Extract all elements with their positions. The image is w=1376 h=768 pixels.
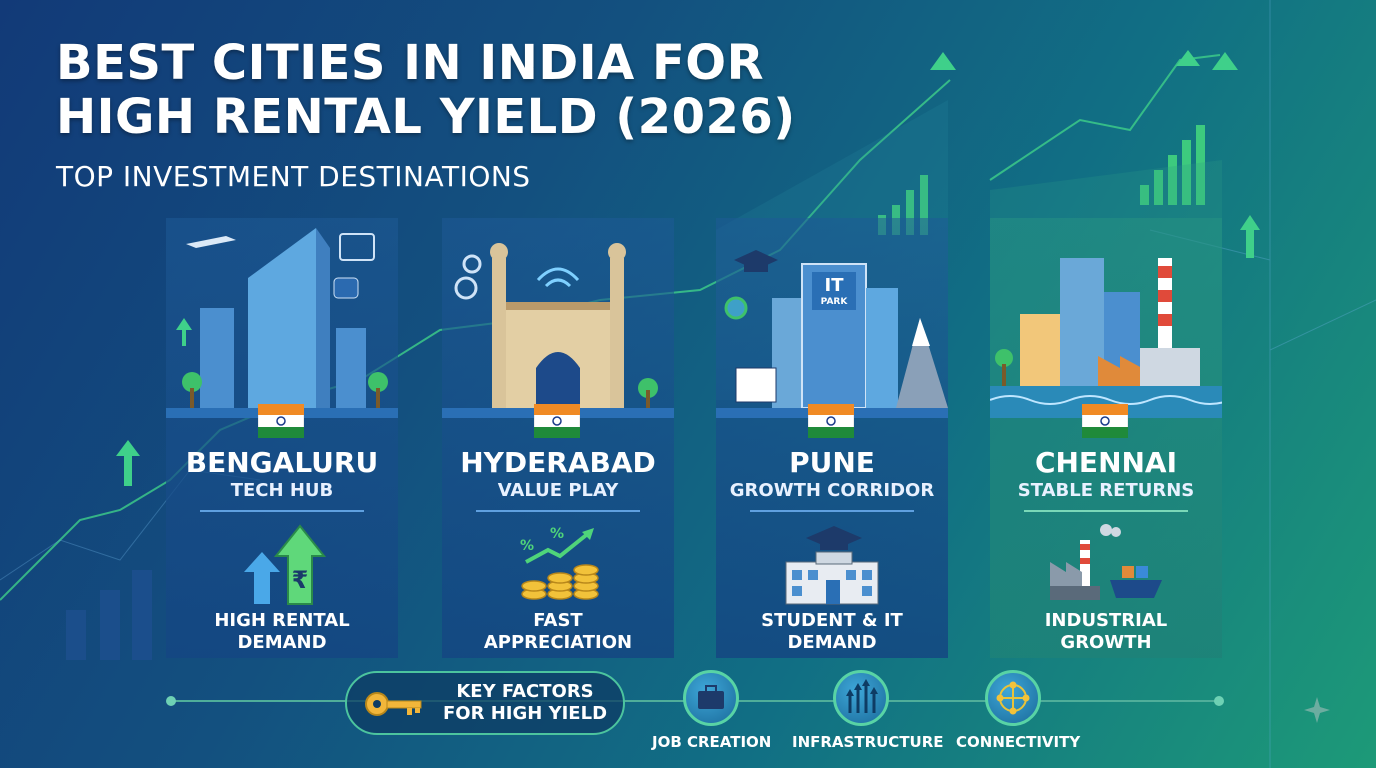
charminar-icon bbox=[442, 243, 674, 418]
feature-line-1: STUDENT & IT bbox=[761, 610, 903, 631]
city-name: BENGALURU bbox=[185, 446, 379, 479]
city-card-bengaluru: BENGALURU TECH HUB ₹ HIGH RENTAL DEMAND bbox=[166, 218, 398, 658]
feature-line-1: FAST bbox=[533, 610, 583, 631]
city-name: CHENNAI bbox=[1034, 446, 1178, 479]
divider bbox=[750, 510, 914, 512]
chennai-skyline-icon bbox=[990, 258, 1222, 418]
growth-arrows-icon bbox=[846, 679, 878, 713]
title-line-2: HIGH RENTAL YIELD (2026) bbox=[56, 89, 796, 145]
india-flag-icon bbox=[534, 404, 580, 438]
city-name: PUNE bbox=[789, 446, 875, 479]
feature-line-2: APPRECIATION bbox=[483, 632, 633, 653]
india-flag-icon bbox=[808, 404, 854, 438]
sparkle-icon bbox=[1304, 697, 1330, 723]
city-feature: INDUSTRIAL GROWTH bbox=[990, 610, 1222, 654]
key-factors-line-2: FOR HIGH YIELD bbox=[442, 703, 608, 724]
svg-text:₹: ₹ bbox=[292, 566, 309, 594]
divider bbox=[200, 510, 364, 512]
city-tagline: STABLE RETURNS bbox=[1017, 480, 1195, 501]
feature-line-1: HIGH RENTAL bbox=[214, 610, 350, 631]
feature-line-2: DEMAND bbox=[787, 632, 877, 653]
page-title: BEST CITIES IN INDIA FOR HIGH RENTAL YIE… bbox=[56, 36, 796, 144]
svg-text:%: % bbox=[520, 538, 534, 554]
feature-line-2: GROWTH bbox=[1060, 632, 1152, 653]
india-flag-icon bbox=[1082, 404, 1128, 438]
city-feature: FAST APPRECIATION bbox=[442, 610, 674, 654]
key-factors-badge: KEY FACTORS FOR HIGH YIELD bbox=[345, 671, 625, 735]
campus-icon bbox=[785, 526, 879, 605]
factor-label-connectivity: CONNECTIVITY bbox=[956, 733, 1081, 751]
city-feature: HIGH RENTAL DEMAND bbox=[166, 610, 398, 654]
city-tagline: VALUE PLAY bbox=[497, 480, 619, 501]
rupee-arrows-icon: ₹ bbox=[244, 524, 327, 605]
timeline-dot bbox=[166, 696, 176, 706]
divider bbox=[476, 510, 640, 512]
city-card-pune: IT PARK PUNE GROWTH CORRIDOR STUDENT & I… bbox=[716, 218, 948, 658]
bengaluru-skyline-icon bbox=[166, 228, 398, 418]
factor-infrastructure bbox=[833, 670, 889, 726]
city-card-hyderabad: HYDERABAD VALUE PLAY % % FAST APPRECIATI… bbox=[442, 218, 674, 658]
feature-line-1: INDUSTRIAL bbox=[1044, 610, 1168, 631]
key-factors-line-1: KEY FACTORS bbox=[456, 681, 594, 702]
key-icon bbox=[365, 692, 422, 716]
title-line-1: BEST CITIES IN INDIA FOR bbox=[56, 35, 765, 91]
city-card-chennai: CHENNAI STABLE RETURNS INDUSTRIAL GROWTH bbox=[990, 218, 1222, 658]
city-tagline: GROWTH CORRIDOR bbox=[729, 480, 935, 501]
factor-job-creation bbox=[683, 670, 739, 726]
key-factors-label: KEY FACTORS FOR HIGH YIELD bbox=[435, 681, 615, 725]
divider bbox=[1024, 510, 1188, 512]
timeline-dot bbox=[1214, 696, 1224, 706]
factor-connectivity bbox=[985, 670, 1041, 726]
it-park-sign-line-2: PARK bbox=[821, 297, 849, 307]
city-tagline: TECH HUB bbox=[230, 480, 334, 501]
svg-text:%: % bbox=[550, 526, 564, 542]
network-globe-icon bbox=[996, 681, 1030, 715]
factory-ship-icon bbox=[1050, 524, 1162, 600]
it-park-sign-line-1: IT bbox=[825, 275, 845, 296]
factor-label-infrastructure: INFRASTRUCTURE bbox=[792, 733, 944, 751]
feature-line-2: DEMAND bbox=[237, 632, 327, 653]
city-feature: STUDENT & IT DEMAND bbox=[716, 610, 948, 654]
factor-label-job-creation: JOB CREATION bbox=[652, 733, 772, 751]
city-name: HYDERABAD bbox=[460, 446, 656, 479]
it-park-icon: IT PARK bbox=[716, 250, 948, 418]
page-subtitle: TOP INVESTMENT DESTINATIONS bbox=[56, 160, 531, 193]
india-flag-icon bbox=[258, 404, 304, 438]
briefcase-icon bbox=[698, 685, 724, 709]
coins-growth-icon: % % bbox=[520, 526, 599, 600]
